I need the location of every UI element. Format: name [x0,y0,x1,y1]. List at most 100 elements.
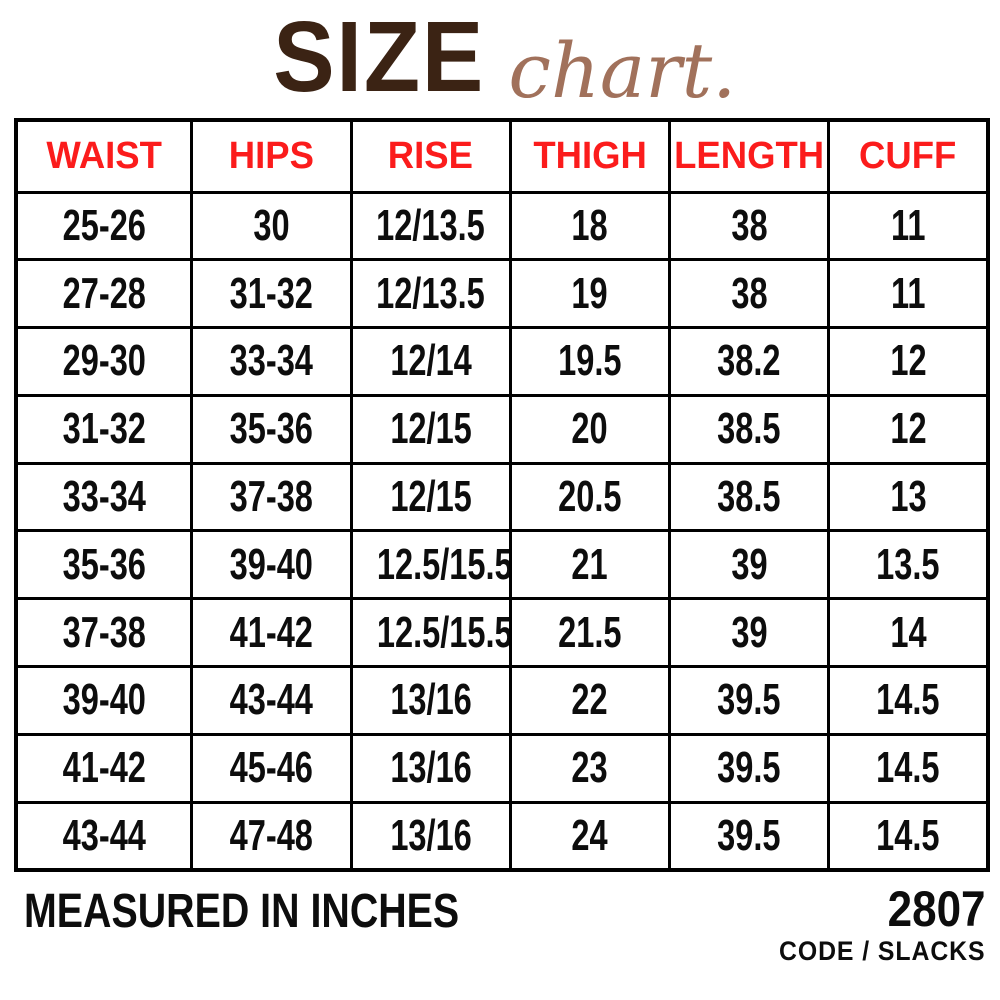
table-row: 37-38 41-42 12.5/15.5 21.5 39 14 [14,597,990,669]
header-cell-hips: HIPS [190,118,353,194]
table-cell-text: 43-44 [62,810,146,860]
table-cell: 14.5 [827,665,990,736]
table-cell: 31-32 [190,258,353,330]
table-cell-text: 20.5 [558,472,622,522]
header-cell-hips-text: HIPS [228,134,315,177]
table-cell: 37-38 [190,461,353,533]
table-cell: 22 [508,665,672,736]
table-cell-text: 33-34 [229,336,314,386]
table-cell-text: 29-30 [62,336,146,386]
table-cell-text: 39 [731,539,768,589]
table-cell-text: 39 [731,607,768,657]
table-cell: 39.5 [668,732,831,804]
table-cell-text: 31-32 [62,404,146,454]
table-cell: 29-30 [14,326,194,397]
table-row: 31-32 35-36 12/15 20 38.5 12 [14,393,990,465]
table-cell: 12.5/15.5 [349,529,512,601]
table-cell: 25-26 [14,190,194,262]
table-cell: 14.5 [827,732,990,804]
table-cell: 33-34 [14,461,194,533]
product-code-label: CODE / SLACKS [779,935,986,966]
table-cell: 31-32 [14,393,194,465]
table-cell-text: 18 [571,200,609,250]
header-cell-waist-text: WAIST [46,134,162,177]
table-cell-text: 12/13.5 [376,268,486,318]
table-cell-text: 37-38 [229,472,314,522]
table-cell-text: 38.5 [717,404,781,454]
header-cell-rise: RISE [349,118,512,194]
table-cell: 35-36 [14,529,194,601]
table-cell: 27-28 [14,258,194,330]
table-cell: 12/14 [349,326,512,397]
table-cell-text: 12 [890,404,927,454]
table-cell-text: 39-40 [229,539,314,589]
table-cell-text: 38.5 [717,472,781,522]
table-cell: 12 [827,393,990,465]
table-cell: 13.5 [827,529,990,601]
table-cell: 35-36 [190,393,353,465]
header-cell-length: LENGTH [668,118,831,194]
table-cell: 45-46 [190,732,353,804]
page-title: SIZE chart. [0,0,1000,118]
table-cell-text: 21.5 [558,607,622,657]
table-cell: 21.5 [508,597,672,669]
table-cell: 18 [508,190,672,262]
table-cell-text: 38 [731,200,768,250]
table-cell-text: 38 [731,268,768,318]
table-cell-text: 24 [571,810,609,860]
table-cell: 39.5 [668,800,831,872]
table-cell: 41-42 [14,732,194,804]
product-code-block: 2807 CODE / SLACKS [761,884,986,965]
table-cell-text: 12.5/15.5 [376,539,511,589]
table-cell: 13 [827,461,990,533]
table-cell: 20 [508,393,672,465]
table-cell: 38 [668,190,831,262]
table-cell: 14.5 [827,800,990,872]
table-cell-text: 13/16 [389,743,472,793]
table-cell-text: 39.5 [717,675,781,725]
table-cell-text: 12/14 [389,336,472,386]
measured-in-inches-note: MEASURED IN INCHES [24,884,460,938]
table-cell: 47-48 [190,800,353,872]
table-cell: 39.5 [668,665,831,736]
table-cell: 12 [827,326,990,397]
table-cell: 12/15 [349,461,512,533]
table-row: 35-36 39-40 12.5/15.5 21 39 13.5 [14,529,990,601]
table-cell: 20.5 [508,461,672,533]
table-cell-text: 11 [890,268,926,318]
table-cell: 21 [508,529,672,601]
table-row: 25-26 30 12/13.5 18 38 11 [14,190,990,262]
table-cell: 13/16 [349,665,512,736]
table-row: 39-40 43-44 13/16 22 39.5 14.5 [14,665,990,736]
table-cell: 39 [668,597,831,669]
table-cell-text: 25-26 [62,200,146,250]
table-cell: 19.5 [508,326,672,397]
table-cell: 39 [668,529,831,601]
table-row: 43-44 47-48 13/16 24 39.5 14.5 [14,800,990,872]
table-cell-text: 14 [890,607,927,657]
table-cell-text: 19 [571,268,609,318]
table-cell: 23 [508,732,672,804]
table-cell: 19 [508,258,672,330]
size-table: WAIST HIPS RISE THIGH LENGTH CUFF 25-26 30 12/13… [14,118,990,872]
table-cell: 13/16 [349,732,512,804]
table-cell-text: 12/15 [389,404,472,454]
header-cell-cuff: CUFF [827,118,990,194]
table-cell-text: 20 [571,404,609,454]
table-cell: 37-38 [14,597,194,669]
table-cell-text: 14.5 [876,675,940,725]
table-cell: 14 [827,597,990,669]
table-cell-text: 22 [571,675,609,725]
table-cell-text: 38.2 [717,336,781,386]
title-word-chart: chart. [508,26,737,116]
table-row: 33-34 37-38 12/15 20.5 38.5 13 [14,461,990,533]
table-cell-text: 31-32 [229,268,314,318]
table-cell-text: 35-36 [62,539,146,589]
table-cell-text: 37-38 [62,607,146,657]
table-body: 25-26 30 12/13.5 18 38 11 27-28 31-32 12/13.5 19 3… [14,190,990,872]
table-cell-text: 13 [890,472,927,522]
table-cell-text: 12/15 [389,472,472,522]
table-cell-text: 12/13.5 [376,200,486,250]
table-cell-text: 39-40 [62,675,146,725]
